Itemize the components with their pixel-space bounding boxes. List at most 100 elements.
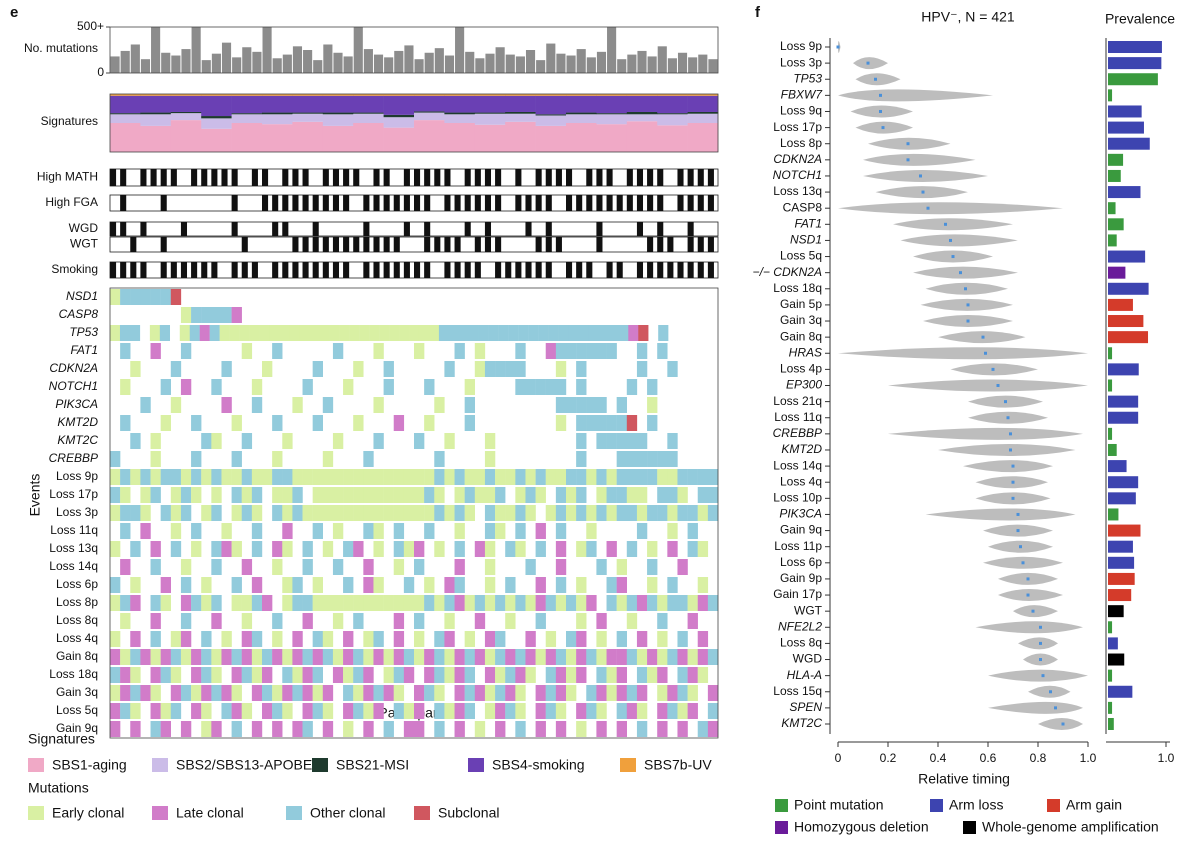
- event-cell: [120, 559, 131, 575]
- event-cell: [282, 577, 293, 593]
- median-marker: [1011, 496, 1015, 500]
- event-cell: [474, 595, 486, 611]
- legend-label: Homozygous deletion: [794, 819, 929, 835]
- event-cell: [525, 649, 536, 665]
- track-cell: [576, 195, 583, 211]
- stacked-segment: [566, 112, 597, 115]
- event-cell: [302, 685, 313, 701]
- event-cell: [505, 577, 516, 593]
- event-cell: [505, 667, 516, 683]
- event-cell: [495, 721, 506, 737]
- event-cell: [474, 649, 486, 665]
- event-cell: [636, 721, 648, 737]
- event-cell: [576, 469, 587, 485]
- event-cell: [576, 631, 587, 647]
- event-cell: [150, 649, 161, 665]
- event-cell: [657, 649, 668, 665]
- event-cell: [606, 469, 617, 485]
- event-cell: [647, 559, 658, 575]
- event-cell: [312, 469, 323, 485]
- event-cell: [568, 325, 579, 341]
- event-cell: [687, 649, 698, 665]
- event-cell: [616, 685, 627, 701]
- event-cell: [697, 577, 709, 593]
- bar: [404, 45, 414, 73]
- event-cell: [528, 325, 539, 341]
- event-cell: [697, 469, 709, 485]
- track-cell: [545, 237, 552, 252]
- event-cell: [596, 631, 607, 647]
- event-cell: [393, 415, 405, 431]
- track-cell: [272, 222, 279, 236]
- prevalence-bar: [1108, 169, 1121, 182]
- track-cell: [616, 195, 623, 211]
- event-cell: [110, 541, 121, 557]
- event-cell: [211, 487, 222, 503]
- event-cell: [434, 541, 445, 557]
- event-cell: [525, 379, 536, 395]
- stacked-segment: [322, 95, 354, 113]
- event-cell: [606, 505, 617, 521]
- track-cell: [150, 169, 157, 186]
- event-cell: [199, 325, 210, 341]
- event-cell: [150, 289, 161, 305]
- event-cell: [498, 325, 509, 341]
- event-cell: [454, 577, 465, 593]
- event-cell: [616, 559, 627, 575]
- event-cell: [657, 343, 668, 359]
- stacked-segment: [505, 113, 536, 122]
- event-cell: [120, 703, 131, 719]
- event-cell: [251, 523, 263, 539]
- track-cell: [363, 195, 370, 211]
- event-cell: [140, 397, 151, 413]
- prevalence-bar: [1108, 57, 1162, 70]
- event-cell: [302, 649, 313, 665]
- event-cell: [170, 703, 182, 719]
- event-cell: [616, 487, 627, 503]
- event-cell: [515, 541, 526, 557]
- stacked-segment: [626, 95, 658, 112]
- event-cell: [434, 397, 445, 413]
- track-cell: [231, 222, 238, 236]
- event-cell: [120, 469, 131, 485]
- median-marker: [1039, 658, 1042, 662]
- row-label: Gain 9q: [780, 523, 822, 537]
- event-cell: [272, 649, 283, 665]
- event-cell: [444, 433, 455, 449]
- event-cell: [349, 325, 360, 341]
- stacked-segment: [444, 94, 476, 96]
- event-cell: [343, 721, 354, 737]
- event-cell: [363, 649, 374, 665]
- event-cell: [515, 523, 526, 539]
- event-cell: [566, 505, 577, 521]
- stacked-segment: [231, 114, 263, 123]
- track-cell: [262, 195, 269, 211]
- track-cell: [697, 237, 704, 252]
- stacked-segment: [414, 112, 445, 121]
- event-cell: [259, 325, 270, 341]
- median-marker: [1041, 674, 1045, 678]
- event-cell: [636, 451, 648, 467]
- event-cell: [525, 559, 536, 575]
- row-label: NOTCH1: [773, 168, 822, 182]
- event-cell: [251, 721, 263, 737]
- row-label: Loss 8p: [780, 136, 822, 150]
- event-cell: [130, 505, 141, 521]
- row-label: CREBBP: [773, 426, 822, 440]
- bar: [637, 50, 647, 73]
- event-cell: [414, 433, 425, 449]
- event-cell: [434, 595, 445, 611]
- row-label: FAT1: [794, 216, 822, 230]
- event-cell: [535, 649, 546, 665]
- event-cell: [636, 433, 648, 449]
- event-cell: [353, 703, 364, 719]
- event-cell: [647, 667, 658, 683]
- event-cell: [424, 415, 435, 431]
- x-tick-label: 0.8: [1030, 751, 1047, 765]
- event-cell: [312, 487, 323, 503]
- median-marker: [906, 142, 910, 146]
- event-cell: [383, 595, 394, 611]
- event-cell: [221, 541, 232, 557]
- event-cell: [170, 505, 182, 521]
- legend-label: SBS21-MSI: [336, 757, 409, 773]
